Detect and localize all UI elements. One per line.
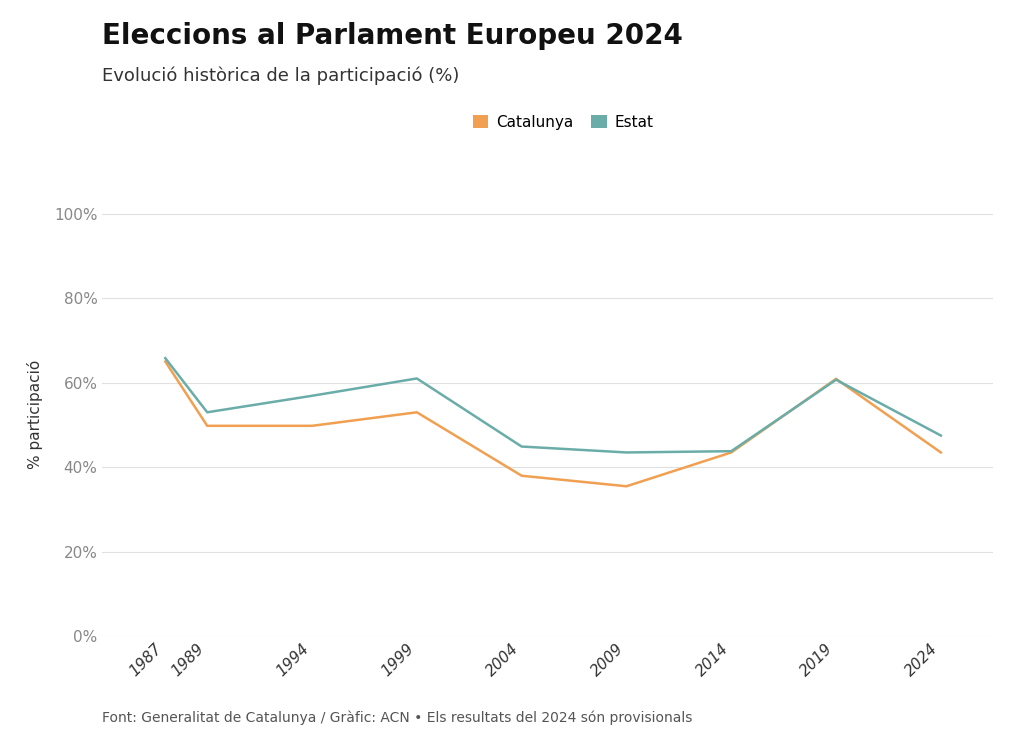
Y-axis label: % participació: % participació [27,360,43,469]
Text: Evolució històrica de la participació (%): Evolució històrica de la participació (%… [102,67,460,85]
Text: Font: Generalitat de Catalunya / Gràfic: ACN • Els resultats del 2024 són provis: Font: Generalitat de Catalunya / Gràfic:… [102,710,693,725]
Text: Eleccions al Parlament Europeu 2024: Eleccions al Parlament Europeu 2024 [102,22,683,50]
Legend: Catalunya, Estat: Catalunya, Estat [473,115,653,130]
